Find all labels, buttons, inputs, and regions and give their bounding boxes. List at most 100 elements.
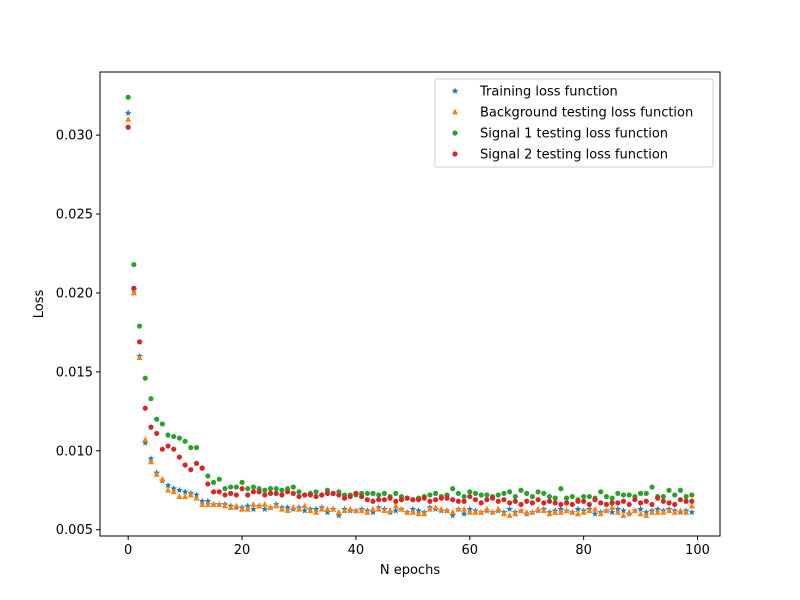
data-point (541, 490, 547, 496)
legend-label: Background testing loss function (480, 106, 693, 121)
x-axis-ticks: 0 20 40 60 80 100 (124, 536, 710, 558)
data-point (375, 505, 382, 512)
data-point (130, 289, 137, 296)
data-point (295, 505, 302, 512)
data-point (312, 505, 320, 513)
data-point (153, 471, 160, 477)
data-point (159, 446, 165, 452)
data-point (278, 505, 285, 512)
data-point (512, 510, 519, 517)
data-point (666, 500, 672, 506)
data-point (359, 493, 365, 500)
data-point (193, 460, 200, 467)
data-point (165, 443, 171, 449)
data-point (432, 504, 439, 510)
data-point (529, 500, 536, 506)
data-point (131, 285, 137, 291)
data-point (637, 490, 644, 496)
data-point (125, 124, 131, 130)
data-point (256, 489, 262, 495)
x-tick-label: 100 (685, 543, 710, 558)
data-point (193, 491, 200, 498)
legend-item-3: Signal 1 testing loss function (452, 127, 668, 142)
data-point (284, 507, 291, 514)
x-tick-label: 40 (348, 543, 365, 558)
legend: Training loss function Background testing… (434, 78, 714, 168)
data-point (393, 498, 399, 504)
data-point (444, 495, 450, 501)
data-point (632, 497, 638, 503)
data-point (484, 492, 490, 498)
data-point (574, 505, 582, 513)
data-point (427, 492, 433, 498)
data-point (267, 504, 274, 510)
legend-item-4: Signal 2 testing loss function (452, 148, 668, 163)
data-point (523, 508, 530, 515)
data-point (131, 261, 137, 268)
data-point (472, 497, 479, 503)
data-point (449, 511, 457, 519)
data-point (535, 489, 541, 495)
data-point (455, 490, 461, 496)
data-point (199, 501, 206, 507)
data-point (376, 492, 382, 498)
data-point (142, 375, 148, 381)
data-point (460, 510, 468, 517)
data-point (404, 495, 410, 501)
data-point (136, 354, 143, 361)
data-point (250, 489, 257, 495)
data-point (210, 489, 217, 495)
data-point (313, 493, 319, 500)
data-point (557, 508, 564, 515)
data-point (586, 507, 593, 514)
legend-label: Signal 2 testing loss function (480, 148, 668, 163)
data-point (666, 487, 672, 493)
y-tick-label: 0.015 (56, 365, 93, 380)
data-point (267, 490, 274, 496)
data-point (620, 512, 627, 518)
data-point (410, 497, 416, 503)
data-point (279, 492, 285, 498)
data-point (364, 490, 370, 496)
data-point (415, 510, 422, 517)
data-point (353, 490, 359, 496)
data-point (472, 490, 479, 496)
x-tick-label: 60 (462, 543, 479, 558)
data-point (672, 501, 678, 508)
data-point (364, 497, 370, 503)
data-point (546, 510, 553, 517)
data-point (358, 507, 365, 514)
data-point (245, 492, 251, 498)
data-point (164, 481, 172, 489)
legend-marker (452, 130, 458, 136)
data-point (535, 505, 542, 512)
data-point (165, 432, 171, 438)
data-point (381, 507, 388, 514)
data-point (244, 502, 252, 509)
data-point (284, 503, 292, 511)
data-point (335, 511, 343, 519)
data-point (569, 501, 575, 508)
data-point (244, 505, 251, 512)
data-point (324, 508, 331, 516)
data-point (643, 512, 650, 518)
data-point (569, 493, 575, 500)
data-point (176, 435, 183, 441)
data-point (245, 486, 251, 492)
data-point (170, 488, 177, 495)
data-point (660, 498, 666, 504)
data-point (222, 492, 228, 498)
data-point (136, 339, 143, 345)
data-point (689, 492, 695, 498)
data-point (507, 500, 513, 506)
data-point (438, 495, 444, 501)
x-tick-label: 80 (575, 543, 592, 558)
y-tick-label: 0.010 (56, 444, 93, 459)
data-point (239, 505, 246, 512)
data-point (683, 493, 689, 500)
data-point (171, 446, 177, 452)
data-point (541, 500, 547, 506)
data-point (489, 495, 496, 501)
data-point (529, 508, 536, 515)
data-point (597, 510, 604, 517)
